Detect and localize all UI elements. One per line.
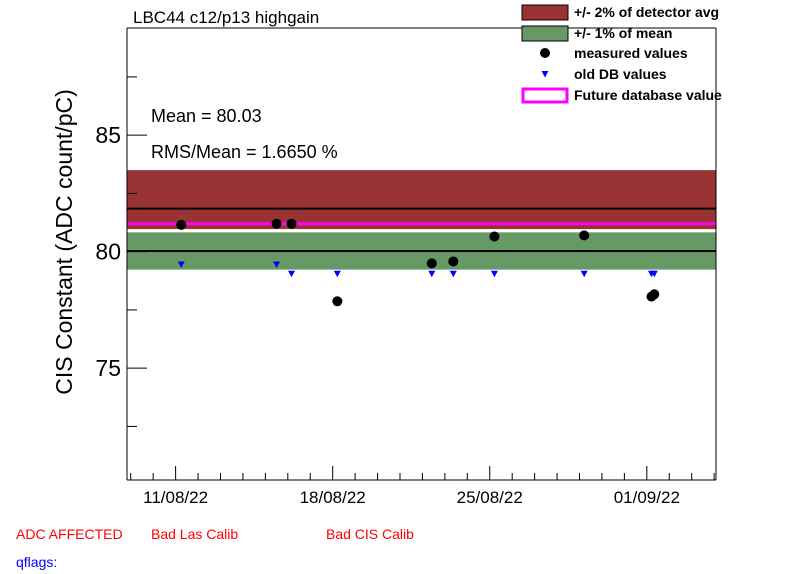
legend-label-1: +/- 1% of mean xyxy=(574,25,672,41)
old-db-point xyxy=(449,270,457,278)
x-tick-label: 11/08/22 xyxy=(143,488,208,507)
old-db-point xyxy=(650,270,658,278)
legend-swatch-0 xyxy=(521,4,569,21)
rms-annotation: RMS/Mean = 1.6650 % xyxy=(151,142,338,162)
legend-swatch-4 xyxy=(521,87,569,104)
y-tick-label: 80 xyxy=(95,239,121,265)
legend-label-3: old DB values xyxy=(574,66,667,82)
old-db-point xyxy=(580,270,588,278)
adc-affected-flag: ADC AFFECTED xyxy=(16,526,123,542)
measured-point xyxy=(448,256,459,267)
old-db-point xyxy=(428,270,436,278)
legend-label-0: +/- 2% of detector avg xyxy=(574,4,719,20)
old-db-point xyxy=(288,270,296,278)
legend-swatch-2 xyxy=(540,48,550,58)
bad-las-calib-flag: Bad Las Calib xyxy=(151,526,239,542)
measured-point xyxy=(426,258,437,269)
qflags-label: qflags: xyxy=(16,554,58,570)
y-tick-label: 75 xyxy=(95,355,121,381)
legend-swatch-3 xyxy=(541,71,549,78)
band-0 xyxy=(127,170,716,230)
measured-point xyxy=(271,218,282,229)
measured-point xyxy=(489,231,500,242)
old-db-point xyxy=(177,261,185,268)
mean-annotation: Mean = 80.03 xyxy=(151,106,262,126)
x-tick-label: 18/08/22 xyxy=(300,488,366,507)
measured-point xyxy=(286,218,297,229)
legend-label-4: Future database value xyxy=(574,87,722,103)
old-db-point xyxy=(333,270,341,278)
chart-title: LBC44 c12/p13 highgain xyxy=(133,8,319,27)
legend-swatch-1 xyxy=(521,25,569,42)
old-db-point xyxy=(273,261,281,268)
measured-point xyxy=(579,230,590,241)
measured-point xyxy=(176,219,187,230)
legend-label-2: measured values xyxy=(574,45,688,61)
old-db-point xyxy=(490,270,498,278)
y-axis-label: CIS Constant (ADC count/pC) xyxy=(51,89,77,395)
measured-point xyxy=(332,296,343,307)
x-tick-label: 25/08/22 xyxy=(457,488,523,507)
bad-cis-calib-flag: Bad CIS Calib xyxy=(326,526,414,542)
y-tick-label: 85 xyxy=(95,122,121,148)
measured-point xyxy=(649,289,660,300)
x-tick-label: 01/09/22 xyxy=(614,488,680,507)
